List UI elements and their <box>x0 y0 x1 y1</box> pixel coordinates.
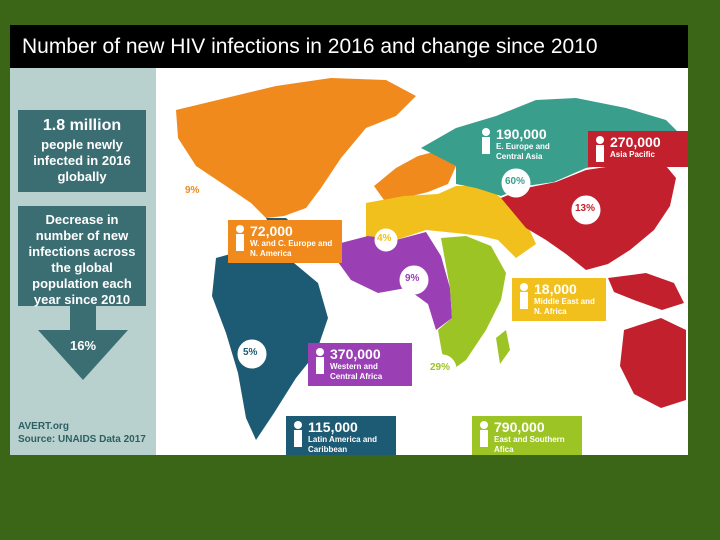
pin-label-europe: 4% <box>377 233 392 244</box>
label-mena: 18,000 Middle East and N. Africa <box>512 278 606 321</box>
label-la: 115,000 Latin America and Caribbean <box>286 416 396 455</box>
value-la: 115,000 <box>308 419 358 435</box>
global-total-desc: people newly infected in 2016 globally <box>33 137 131 184</box>
world-map: 9% 4% 60% 13% 9% 5% 29% 190,000 E. Europe… <box>156 68 688 455</box>
value-wca: 370,000 <box>330 346 381 362</box>
person-icon <box>316 348 324 374</box>
value-ap: 270,000 <box>610 134 661 150</box>
pin-ap <box>571 195 601 225</box>
region-middle-east-north-africa <box>366 186 536 258</box>
pin-la <box>237 339 267 369</box>
person-icon <box>520 283 528 309</box>
sidebar: 1.8 million people newly infected in 201… <box>10 68 156 455</box>
name-ap: Asia Pacific <box>610 150 655 159</box>
down-arrow-icon <box>38 330 128 380</box>
name-wca: Western and Central Africa <box>330 362 383 381</box>
label-wca: 370,000 Western and Central Africa <box>308 343 412 386</box>
source-note: AVERT.org Source: UNAIDS Data 2017 <box>18 420 146 446</box>
value-mena: 18,000 <box>534 281 577 297</box>
value-esa: 790,000 <box>494 419 545 435</box>
label-wce: 72,000 W. and C. Europe and N. America <box>228 220 342 263</box>
name-mena: Middle East and N. Africa <box>534 297 595 316</box>
source-site: AVERT.org <box>18 421 69 432</box>
label-ap: 270,000 Asia Pacific <box>588 131 688 167</box>
name-wce: W. and C. Europe and N. America <box>250 239 333 258</box>
value-eeca: 190,000 <box>496 126 547 142</box>
region-south-america <box>212 248 328 440</box>
pin-eeca <box>501 168 531 198</box>
madagascar <box>496 330 510 364</box>
person-icon <box>480 421 488 447</box>
name-la: Latin America and Caribbean <box>308 435 378 454</box>
label-eeca: 190,000 E. Europe and Central Asia <box>474 123 584 166</box>
name-esa: East and Southern Afica <box>494 435 565 454</box>
person-icon <box>482 128 490 154</box>
person-icon <box>236 225 244 251</box>
source-data: Source: UNAIDS Data 2017 <box>18 434 146 445</box>
person-icon <box>596 136 604 162</box>
decrease-pct: 16% <box>69 338 97 353</box>
pin-label-eeca: 60% <box>505 176 526 187</box>
global-total-value: 1.8 million <box>42 117 122 134</box>
pin-label-esa: 29% <box>430 362 451 373</box>
name-eeca: E. Europe and Central Asia <box>496 142 550 161</box>
global-total-box: 1.8 million people newly infected in 201… <box>18 110 146 192</box>
pin-wca <box>399 265 429 295</box>
infographic-title: Number of new HIV infections in 2016 and… <box>10 25 688 68</box>
region-north-america <box>176 78 416 218</box>
region-europe <box>374 150 456 200</box>
decrease-desc: Decrease in number of new infections acr… <box>28 212 136 307</box>
pin-wce <box>179 177 209 207</box>
region-east-southern-africa <box>438 236 506 370</box>
person-icon <box>294 421 302 447</box>
infographic: Number of new HIV infections in 2016 and… <box>10 25 688 455</box>
pin-europe <box>374 228 398 252</box>
pin-label-ap: 13% <box>575 203 596 214</box>
pin-esa <box>427 354 457 384</box>
decrease-box: Decrease in number of new infections acr… <box>18 206 146 307</box>
pin-label-wce: 9% <box>185 185 200 196</box>
region-western-central-africa <box>338 232 452 330</box>
pin-label-wca: 9% <box>405 273 420 284</box>
label-esa: 790,000 East and Southern Afica <box>472 416 582 455</box>
map-pins <box>179 168 601 384</box>
pin-label-la: 5% <box>243 347 258 358</box>
region-australia <box>620 318 686 408</box>
value-wce: 72,000 <box>250 223 293 239</box>
down-arrow-shaft <box>70 306 96 332</box>
region-asia-pacific-islands <box>608 273 684 310</box>
